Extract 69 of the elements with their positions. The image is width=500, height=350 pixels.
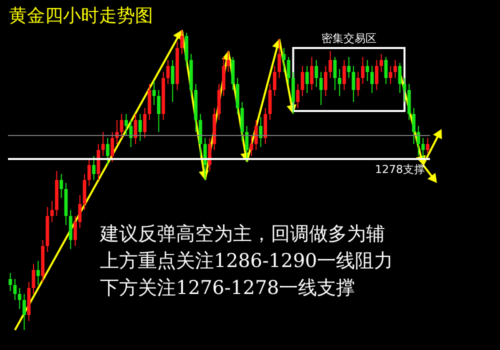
candlestick [398, 62, 402, 94]
candlestick [36, 260, 40, 286]
candlestick [259, 116, 262, 148]
candlestick [231, 56, 235, 90]
candlestick [292, 72, 295, 114]
candlestick [394, 60, 397, 78]
candlestick [333, 56, 337, 90]
candlestick [342, 60, 346, 90]
candlestick [18, 288, 22, 310]
candlestick [407, 84, 411, 120]
candlestick [366, 60, 370, 82]
candlestick [286, 56, 290, 84]
candlestick [278, 38, 281, 78]
candlestick [226, 50, 230, 72]
ref-line-label: 1278支撑 [375, 163, 425, 176]
candlestick [388, 66, 392, 84]
candlestick [310, 56, 314, 90]
candlestick [245, 126, 249, 162]
candlestick [180, 30, 184, 54]
candlestick [272, 66, 276, 96]
candlestick [328, 50, 332, 78]
candlestick [356, 72, 360, 96]
candlestick [416, 126, 420, 156]
candlestick [264, 108, 268, 144]
candlestick [314, 60, 318, 88]
candlestick [170, 60, 174, 102]
candlestick [240, 102, 244, 142]
candlestick [426, 138, 430, 154]
annotation: 上方重点关注1286-1290一线阻力 [100, 250, 394, 272]
candlestick [380, 54, 384, 72]
candlestick [50, 200, 54, 222]
candlestick [22, 294, 26, 330]
candlestick [60, 174, 64, 198]
candlestick [208, 138, 212, 172]
candlestick [152, 80, 156, 106]
candlestick [222, 56, 226, 96]
candlestick [8, 272, 12, 292]
annotation: 下方关注1276-1278一线支撑 [100, 277, 356, 299]
candlestick [106, 138, 110, 166]
candlestick [338, 68, 342, 96]
candlestick [120, 114, 124, 138]
candlestick [148, 84, 152, 120]
candlestick [374, 60, 378, 90]
candlestick [68, 210, 72, 250]
candlestick [92, 156, 96, 180]
candlestick [412, 108, 416, 144]
candlestick [129, 120, 133, 148]
candlestick [254, 120, 258, 150]
candlestick [143, 108, 146, 138]
candlestick [347, 56, 351, 78]
candlestick [305, 66, 309, 94]
candlestick [124, 114, 128, 136]
annotation: 建议反弹高空为主，回调做多为辅 [99, 223, 385, 245]
candlestick [384, 56, 388, 84]
candlestick [101, 132, 105, 156]
candlestick [157, 90, 160, 132]
candlestick [296, 84, 300, 108]
candlestick [282, 48, 286, 72]
candlestick [138, 114, 142, 142]
candlestick [78, 194, 82, 228]
candlestick [203, 138, 207, 180]
candlestick [110, 132, 114, 162]
candlestick [74, 216, 77, 246]
candlestick [87, 158, 91, 186]
annotation: 密集交易区 [321, 32, 376, 45]
candlestick [324, 66, 328, 96]
candlestick [96, 144, 100, 180]
candlestick [361, 56, 364, 84]
chart-title: 黄金四小时走势图 [9, 6, 153, 26]
